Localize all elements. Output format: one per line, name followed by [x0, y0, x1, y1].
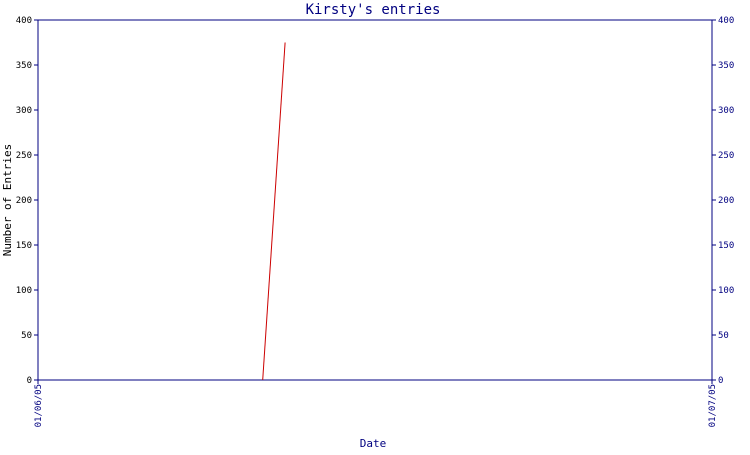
y-tick-label-right: 0 — [718, 376, 723, 386]
chart-title: Kirsty's entries — [306, 2, 441, 18]
y-tick-label-left: 250 — [16, 151, 32, 161]
y-tick-label-left: 100 — [16, 286, 32, 296]
series-layer — [262, 42, 286, 381]
y-tick-label-right: 300 — [718, 106, 734, 116]
y-tick-label-right: 150 — [718, 241, 734, 251]
x-tick-label: 01/07/05 — [708, 384, 718, 427]
y-tick-label-left: 350 — [16, 61, 32, 71]
y-tick-label-right: 200 — [718, 196, 734, 206]
x-axis-label: Date — [360, 437, 387, 450]
y-tick-label-right: 250 — [718, 151, 734, 161]
y-tick-label-right: 50 — [718, 331, 729, 341]
y-axis-left: 0 50 100 150 200 250 300 350 400 — [16, 16, 38, 386]
y-tick-label-right: 100 — [718, 286, 734, 296]
y-tick-label-left: 50 — [21, 331, 32, 341]
y-axis-right: 0 50 100 150 200 250 300 350 400 — [712, 16, 734, 386]
y-tick-label-right: 400 — [718, 16, 734, 26]
y-tick-label-right: 350 — [718, 61, 734, 71]
x-tick-label: 01/06/05 — [34, 384, 44, 427]
y-tick-label-left: 200 — [16, 196, 32, 206]
y-axis-label: Number of Entries — [1, 144, 14, 257]
plot-area — [37, 19, 713, 381]
y-tick-label-left: 0 — [27, 376, 32, 386]
y-tick-label-left: 150 — [16, 241, 32, 251]
x-axis: 01/06/05 01/07/05 — [34, 380, 718, 427]
series-line — [262, 42, 286, 381]
y-tick-label-left: 300 — [16, 106, 32, 116]
y-tick-label-left: 400 — [16, 16, 32, 26]
